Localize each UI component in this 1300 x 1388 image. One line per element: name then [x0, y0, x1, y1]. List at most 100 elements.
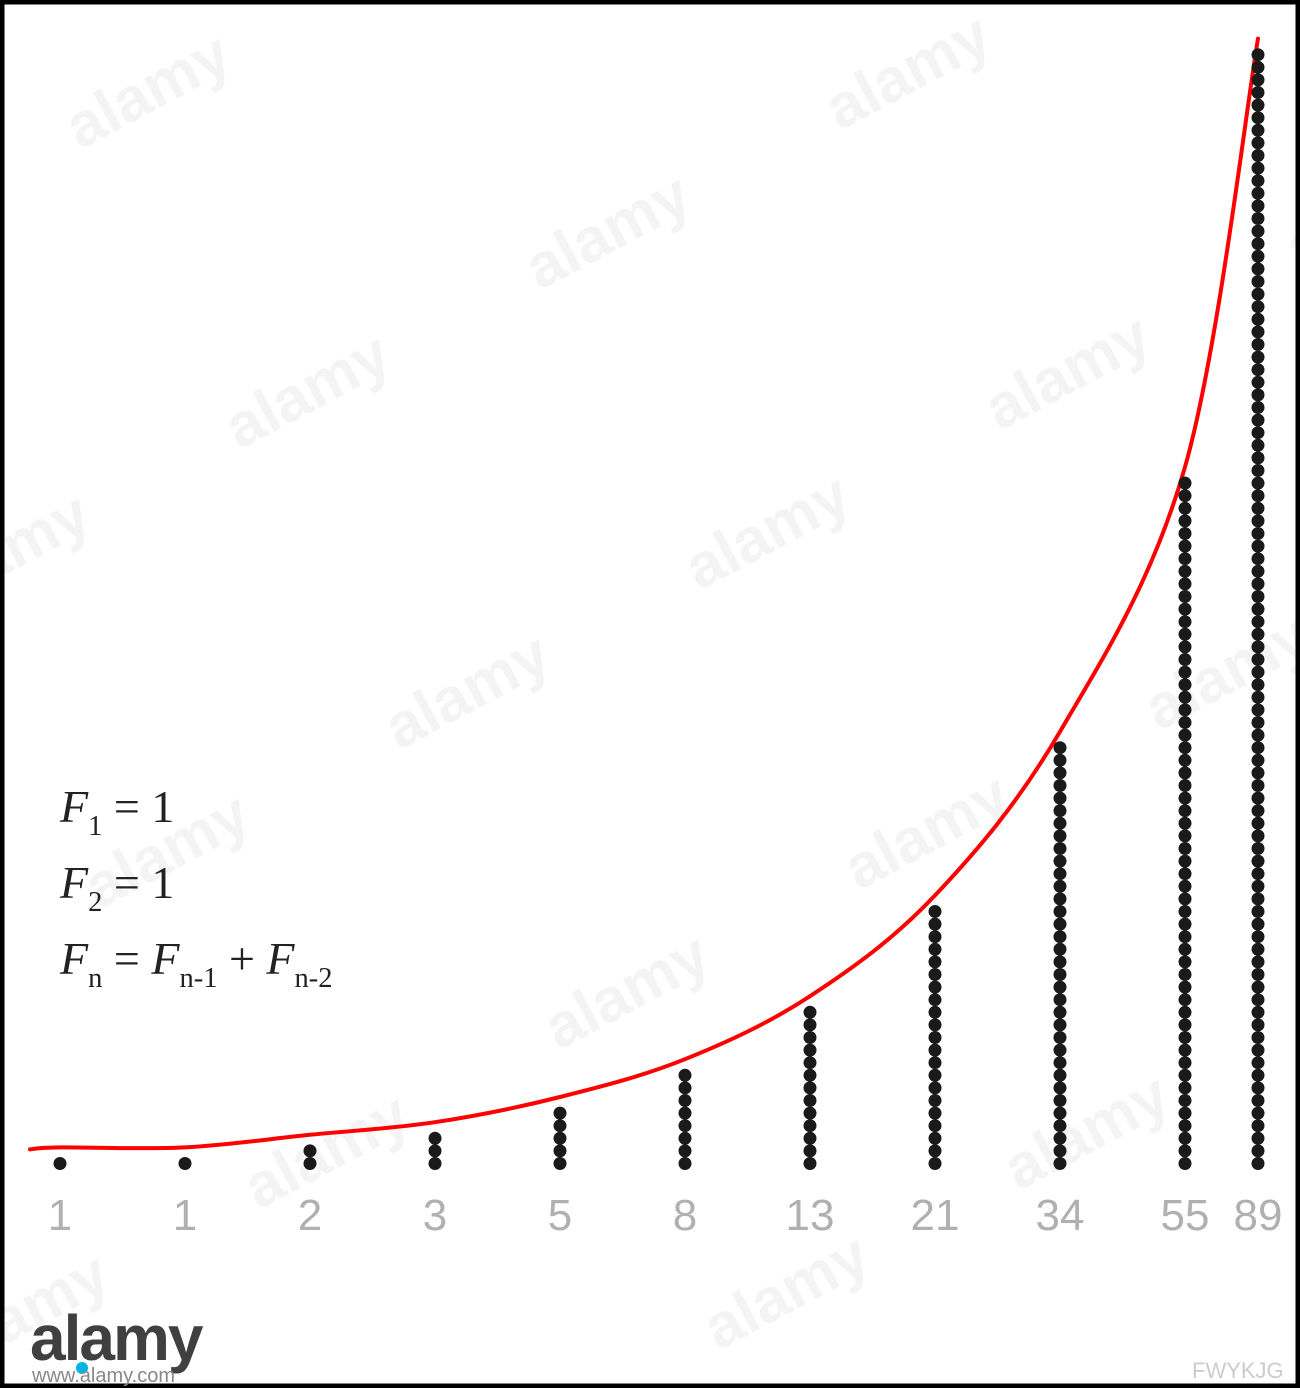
fib-dot	[1252, 817, 1265, 830]
fib-dot	[929, 1094, 942, 1107]
fib-dot	[804, 1069, 817, 1082]
fib-dot	[1252, 678, 1265, 691]
fib-dot	[1252, 225, 1265, 238]
formula-sub-3b: n-2	[295, 963, 333, 994]
fib-dot	[1252, 653, 1265, 666]
fib-dot	[1179, 489, 1192, 502]
fib-dot	[1252, 1044, 1265, 1057]
fib-dot	[1252, 565, 1265, 578]
fib-dot	[804, 1044, 817, 1057]
fib-dot	[1252, 439, 1265, 452]
formula-line-1: F1 = 1	[60, 780, 174, 840]
fib-dot	[804, 1107, 817, 1120]
formula-rhs-2: 1	[151, 857, 174, 908]
formula-sub-1: 1	[88, 811, 102, 842]
fib-dot	[1054, 1144, 1067, 1157]
x-axis-label: 1	[48, 1191, 72, 1240]
fib-dot	[1252, 842, 1265, 855]
fib-dot	[929, 1144, 942, 1157]
fib-dot	[1252, 628, 1265, 641]
fib-dot	[1179, 577, 1192, 590]
fib-dot	[1252, 477, 1265, 490]
x-axis-label: 5	[548, 1191, 572, 1240]
fib-dot	[54, 1157, 67, 1170]
fib-dot	[1252, 552, 1265, 565]
fib-dot	[1054, 1018, 1067, 1031]
fib-dot	[1179, 678, 1192, 691]
chart-svg: alamy1123581321345589alamywww.alamy.comF…	[0, 0, 1300, 1388]
fib-dot	[1252, 741, 1265, 754]
fib-dot	[1054, 855, 1067, 868]
fib-dot	[1054, 993, 1067, 1006]
x-axis-label: 1	[173, 1191, 197, 1240]
fib-dot	[1252, 905, 1265, 918]
fib-dot	[1252, 162, 1265, 175]
fib-dot	[929, 1157, 942, 1170]
fib-dot	[1252, 275, 1265, 288]
fib-dot	[1179, 1031, 1192, 1044]
formula-rhs-1: 1	[151, 781, 174, 832]
fib-dot	[179, 1157, 192, 1170]
fib-dot	[929, 918, 942, 931]
fib-dot	[1252, 262, 1265, 275]
fib-dot	[929, 943, 942, 956]
fib-dot	[1054, 955, 1067, 968]
fib-dot	[1179, 754, 1192, 767]
fib-dot	[1054, 1107, 1067, 1120]
fib-dot	[1054, 930, 1067, 943]
fib-dot	[1252, 388, 1265, 401]
fib-dot	[429, 1157, 442, 1170]
fib-dot	[1054, 1094, 1067, 1107]
fib-dot	[1179, 552, 1192, 565]
fib-dot	[1252, 325, 1265, 338]
fib-dot	[679, 1119, 692, 1132]
fib-dot	[929, 955, 942, 968]
fib-dot	[554, 1157, 567, 1170]
fib-dot	[1252, 414, 1265, 427]
fib-dot	[1252, 1132, 1265, 1145]
fib-dot	[1054, 1081, 1067, 1094]
fib-dot	[1252, 514, 1265, 527]
fib-dot	[929, 968, 942, 981]
fib-dot	[554, 1107, 567, 1120]
x-axis-label: 2	[298, 1191, 322, 1240]
fib-dot	[1179, 981, 1192, 994]
fib-dot	[1054, 1006, 1067, 1019]
fibonacci-chart: alamy1123581321345589alamywww.alamy.comF…	[0, 0, 1300, 1388]
fib-dot	[1054, 918, 1067, 931]
fib-dot	[1054, 817, 1067, 830]
fib-dot	[1179, 993, 1192, 1006]
fib-dot	[1252, 729, 1265, 742]
fib-dot	[1252, 136, 1265, 149]
fib-dot	[804, 1119, 817, 1132]
fib-dot	[1252, 703, 1265, 716]
fib-dot	[1252, 943, 1265, 956]
fib-dot	[1179, 1018, 1192, 1031]
fib-dot	[1252, 527, 1265, 540]
x-axis-label: 3	[423, 1191, 447, 1240]
fib-dot	[929, 930, 942, 943]
fib-dot	[1054, 1056, 1067, 1069]
fib-dot	[1179, 741, 1192, 754]
fib-dot	[929, 1119, 942, 1132]
fib-dot	[1252, 804, 1265, 817]
fib-dot	[679, 1132, 692, 1145]
fib-dot	[1179, 729, 1192, 742]
fib-dot	[1252, 1119, 1265, 1132]
fib-dot	[1252, 880, 1265, 893]
fib-dot	[1179, 829, 1192, 842]
fib-dot	[1252, 892, 1265, 905]
fib-dot	[1252, 1107, 1265, 1120]
fib-dot	[1252, 577, 1265, 590]
fib-dot	[1252, 199, 1265, 212]
fib-dot	[804, 1006, 817, 1019]
svg-text:www.alamy.com: www.alamy.com	[31, 1365, 175, 1387]
fib-dot	[1252, 376, 1265, 389]
fib-dot	[1179, 502, 1192, 515]
x-axis-label: 8	[673, 1191, 697, 1240]
fib-dot	[1054, 1031, 1067, 1044]
fib-dot	[1252, 174, 1265, 187]
fib-dot	[1252, 99, 1265, 112]
fib-dot	[1179, 792, 1192, 805]
fib-dot	[1179, 867, 1192, 880]
